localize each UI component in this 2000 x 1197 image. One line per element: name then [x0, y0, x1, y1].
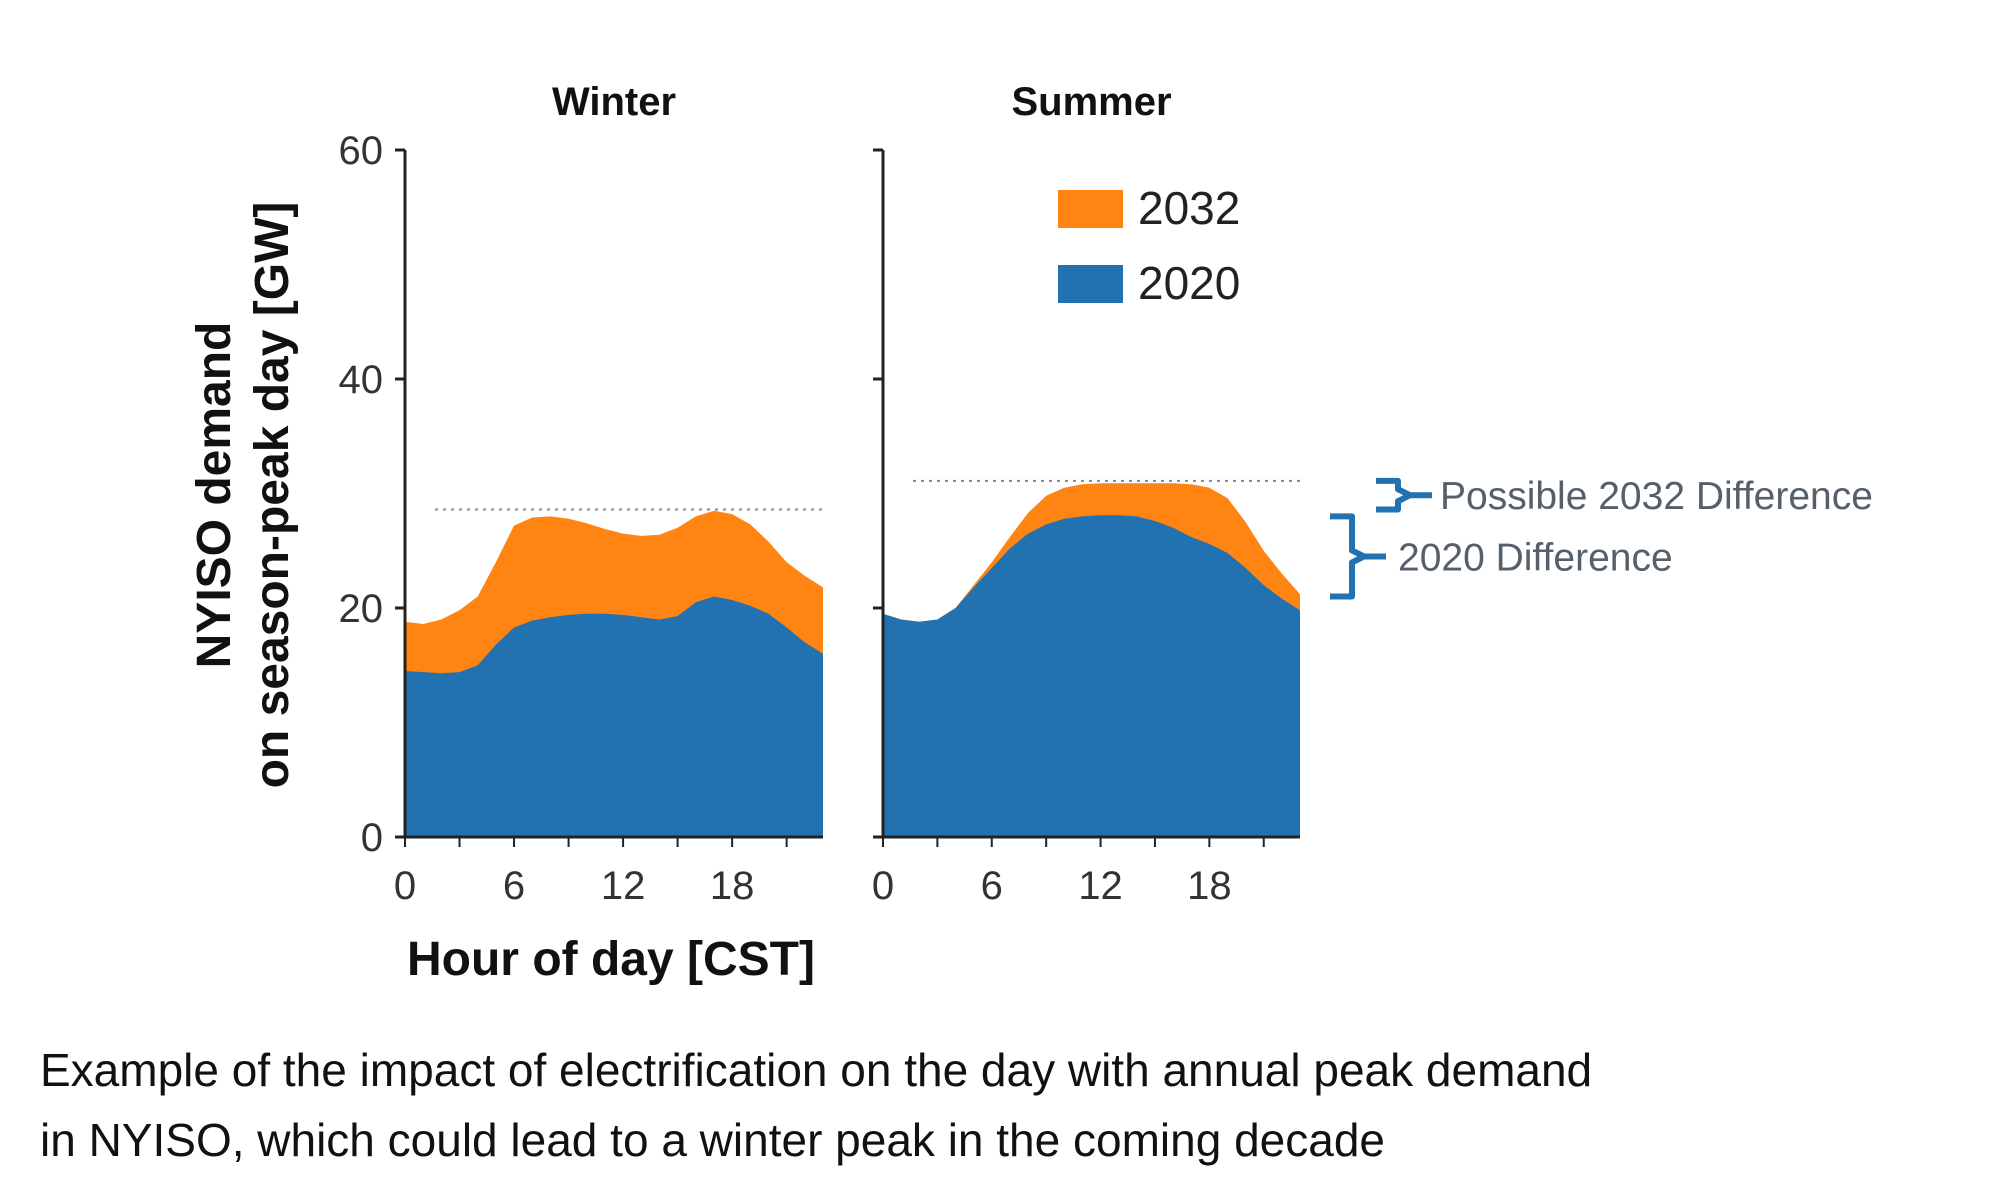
annotation-possible-2032-difference: Possible 2032 Difference [1440, 475, 1873, 518]
y-tick-label: 0 [361, 816, 383, 860]
annotation-2020-difference: 2020 Difference [1398, 536, 1673, 579]
panel-summer [883, 479, 1300, 837]
y-tick-label: 60 [339, 129, 384, 173]
y-axis-label: NYISO demand on season-peak day [GW] [188, 202, 299, 789]
panels-layer [405, 479, 1300, 837]
caption-line-1: Example of the impact of electrification… [40, 1044, 1593, 1096]
x-tick-label: 18 [1187, 864, 1232, 908]
y-tick-label: 20 [339, 587, 384, 631]
axis-layer: 0 6 12 18 Winter 0 6 12 18 Summer 0 20 40 60 NYISO dem… [188, 80, 1300, 986]
x-tick-label: 12 [601, 864, 646, 908]
x-tick-label: 6 [981, 864, 1003, 908]
x-tick-label: 6 [503, 864, 525, 908]
brace-possible-2032-difference [1376, 477, 1413, 513]
legend: 2032 2020 [1058, 182, 1240, 309]
legend-swatch-2020 [1058, 265, 1123, 303]
panel-winter [405, 508, 823, 837]
panel-title-summer: Summer [1011, 80, 1171, 124]
area-summer-2020 [883, 515, 1300, 837]
legend-swatch-2032 [1058, 190, 1123, 228]
x-axis-label: Hour of day [CST] [407, 933, 815, 986]
chart: 0 6 12 18 Winter 0 6 12 18 Summer 0 20 40 60 NYISO dem… [188, 80, 1873, 986]
caption: Example of the impact of electrification… [40, 1035, 1970, 1175]
caption-line-2: in NYISO, which could lead to a winter p… [40, 1114, 1385, 1166]
brace-2020-difference [1330, 513, 1367, 600]
annotations: Possible 2032 Difference 2020 Difference [1330, 475, 1873, 600]
panel-title-winter: Winter [552, 80, 676, 124]
x-tick-label: 12 [1078, 864, 1123, 908]
legend-label-2020: 2020 [1138, 257, 1240, 309]
x-tick-label: 0 [394, 864, 416, 908]
legend-label-2032: 2032 [1138, 182, 1240, 234]
area-winter-2020 [405, 596, 823, 837]
y-tick-label: 40 [339, 358, 384, 402]
x-tick-label: 18 [710, 864, 755, 908]
x-tick-label: 0 [872, 864, 894, 908]
